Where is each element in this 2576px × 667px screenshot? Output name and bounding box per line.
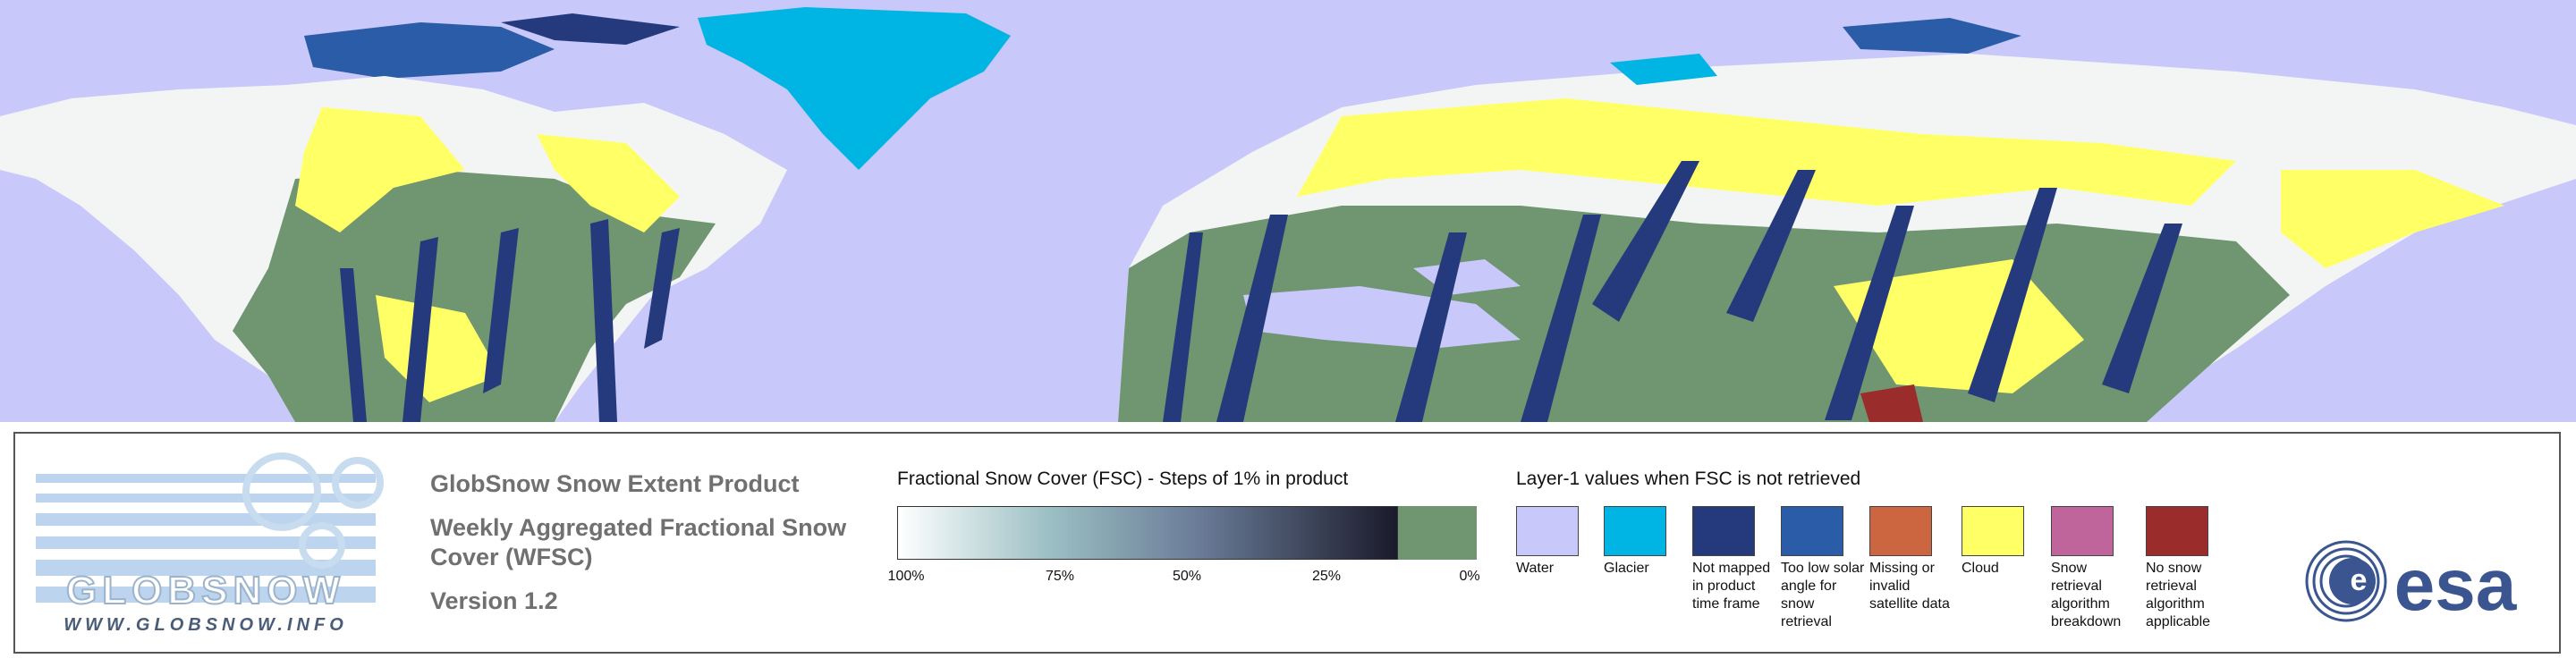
svg-text:e: e bbox=[2351, 563, 2368, 597]
legend-label: Water bbox=[1516, 561, 1555, 576]
fsc-tick-label: 50% bbox=[1172, 569, 1202, 584]
fsc-tick-label: 100% bbox=[887, 569, 925, 584]
snow-map bbox=[0, 0, 2576, 422]
legend-swatch bbox=[1781, 506, 1843, 556]
legend-label: Glacier bbox=[1604, 561, 1649, 576]
agency-name: esa bbox=[2394, 545, 2518, 626]
legend-label: No snow retrieval algorithm applicable bbox=[2146, 561, 2211, 629]
fsc-tick-label: 25% bbox=[1311, 569, 1342, 584]
legend-label: Snow retrieval algorithm breakdown bbox=[2051, 561, 2122, 629]
legend-swatch bbox=[1604, 506, 1666, 556]
legend-label: Cloud bbox=[1962, 561, 1999, 576]
fsc-colorbar bbox=[897, 506, 1477, 560]
layer1-legend-title: Layer-1 values when FSC is not retrieved bbox=[1516, 469, 1861, 489]
logo-name: GLOBSNOW bbox=[66, 569, 345, 612]
fsc-tick-label: 75% bbox=[1045, 569, 1075, 584]
legend-swatch bbox=[1962, 506, 2024, 556]
logo-url: WWW.GLOBSNOW.INFO bbox=[64, 615, 348, 635]
legend-panel bbox=[13, 432, 2561, 654]
product-title: GlobSnow Snow Extent Product bbox=[430, 470, 800, 497]
fsc-legend-title: Fractional Snow Cover (FSC) - Steps of 1… bbox=[897, 469, 1349, 489]
globsnow-logo: GLOBSNOW WWW.GLOBSNOW.INFO bbox=[36, 452, 384, 635]
fsc-gradient bbox=[897, 506, 1398, 560]
legend-swatch bbox=[2051, 506, 2114, 556]
esa-logo: e esa bbox=[2305, 540, 2518, 626]
legend-swatch bbox=[1869, 506, 1932, 556]
legend-label: Not mapped in product time frame bbox=[1692, 561, 1771, 612]
legend-swatch bbox=[1692, 506, 1755, 556]
legend-swatch bbox=[1516, 506, 1579, 556]
fsc-tick-label: 0% bbox=[1459, 569, 1480, 584]
product-subtitle: Weekly Aggregated Fractional Snow Cover … bbox=[430, 514, 847, 570]
legend-swatch bbox=[2146, 506, 2208, 556]
legend-label: Missing or invalid satellite data bbox=[1869, 561, 1950, 612]
product-version: Version 1.2 bbox=[430, 587, 558, 614]
legend-label: Too low solar angle for snow retrieval bbox=[1781, 561, 1865, 629]
fsc-no-snow bbox=[1398, 506, 1477, 560]
